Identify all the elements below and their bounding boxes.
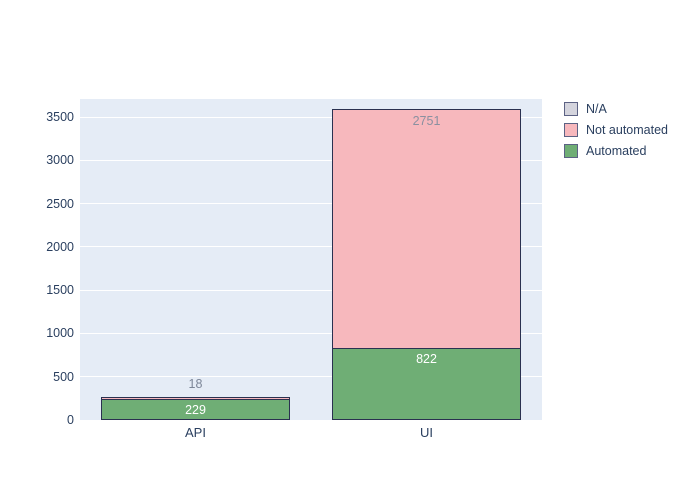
y-tick-label: 1000 <box>46 326 74 341</box>
bar-value-label: 18 <box>188 376 203 391</box>
legend-item-label: Automated <box>586 143 647 158</box>
bar-value-label: 2751 <box>412 113 441 128</box>
gridline <box>80 376 542 378</box>
legend-item-n-a[interactable]: N/A <box>564 101 668 116</box>
legend: N/A Not automated Automated <box>564 101 668 164</box>
bar-segment-not-automated-api <box>100 396 290 401</box>
gridline <box>80 289 542 291</box>
bar-segment-automated-ui <box>331 346 521 420</box>
legend-swatch-n-a-icon <box>564 101 578 116</box>
gridline <box>80 332 542 334</box>
legend-item-label: N/A <box>586 101 607 116</box>
gridline <box>80 116 542 118</box>
bar-value-label: 822 <box>416 351 437 366</box>
legend-item-not-automated[interactable]: Not automated <box>564 122 668 137</box>
legend-swatch-not-automated-icon <box>564 122 578 137</box>
plot-area: 229 18 822 2751 <box>80 99 542 421</box>
y-tick-label: 2000 <box>46 239 74 254</box>
y-tick-label: 0 <box>67 413 74 427</box>
x-tick-label-api: API <box>185 425 206 440</box>
legend-swatch-automated-icon <box>564 143 578 158</box>
y-tick-label: 2500 <box>46 196 74 211</box>
bar-value-label: 229 <box>185 403 206 418</box>
bar-segment-not-automated-ui <box>331 108 521 349</box>
gridline <box>80 203 542 205</box>
y-tick-label: 500 <box>53 369 74 384</box>
legend-item-automated[interactable]: Automated <box>564 143 668 158</box>
x-tick-label-ui: UI <box>420 425 433 440</box>
y-tick-label: 3500 <box>46 110 74 124</box>
y-tick-label: 1500 <box>46 283 74 298</box>
gridline <box>80 159 542 161</box>
gridline <box>80 246 542 248</box>
gridline <box>80 419 542 421</box>
y-tick-label: 3000 <box>46 153 74 168</box>
legend-item-label: Not automated <box>586 122 668 137</box>
